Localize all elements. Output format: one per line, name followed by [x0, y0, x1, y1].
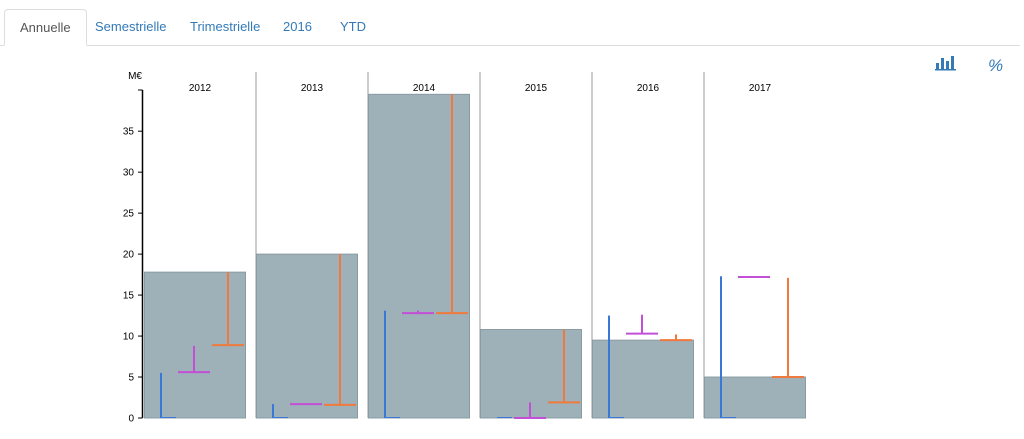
category-label-2013: 2013: [301, 83, 324, 94]
tab-2016[interactable]: 2016: [283, 19, 312, 34]
category-label-2015: 2015: [525, 83, 548, 94]
bar-2014: [368, 93, 470, 419]
category-label-2012: 2012: [189, 83, 212, 94]
y-tick-label-15: 15: [123, 291, 135, 302]
y-tick-label-5: 5: [128, 373, 134, 384]
category-label-2014: 2014: [413, 83, 436, 94]
bar-2013: [256, 253, 358, 419]
y-axis-label: M€: [128, 71, 142, 82]
period-tabs: Annuelle Semestrielle Trimestrielle 2016…: [0, 0, 1020, 46]
y-tick-label-0: 0: [128, 414, 134, 425]
y-tick-label-10: 10: [123, 332, 135, 343]
category-label-2016: 2016: [637, 83, 660, 94]
y-tick-label-20: 20: [123, 250, 135, 261]
y-tick-label-30: 30: [123, 168, 135, 179]
tab-trimestrielle[interactable]: Trimestrielle: [190, 19, 261, 34]
tab-annuelle[interactable]: Annuelle: [4, 9, 87, 46]
bar-2016: [592, 339, 694, 419]
tab-semestrielle[interactable]: Semestrielle: [95, 19, 167, 34]
percent-toggle-button[interactable]: %: [988, 56, 1004, 75]
category-label-2017: 2017: [749, 83, 772, 94]
y-tick-label-25: 25: [123, 209, 135, 220]
bar-2017: [704, 376, 806, 419]
bar-chart-icon[interactable]: [935, 55, 957, 71]
tab-ytd[interactable]: YTD: [340, 19, 366, 34]
y-tick-label-35: 35: [123, 127, 135, 138]
